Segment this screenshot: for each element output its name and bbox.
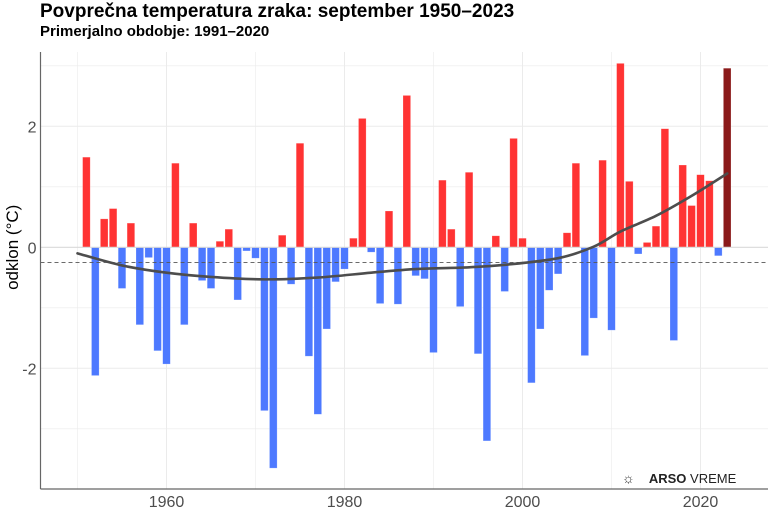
bar-2017 bbox=[669, 247, 678, 341]
bar-1954 bbox=[109, 208, 118, 248]
bar-2001 bbox=[527, 247, 536, 384]
bar-2022 bbox=[714, 247, 723, 257]
bar-2020 bbox=[696, 174, 705, 248]
bar-2016 bbox=[660, 128, 669, 248]
bar-2000 bbox=[518, 237, 527, 248]
gridlines bbox=[40, 52, 768, 489]
bar-1997 bbox=[491, 235, 500, 248]
bar-1991 bbox=[438, 179, 447, 248]
bar-1988 bbox=[411, 247, 420, 277]
logo-brand-light: VREME bbox=[690, 470, 737, 486]
logo-brand-bold: ARSO bbox=[648, 470, 687, 486]
bar-1958 bbox=[144, 247, 153, 258]
bar-2007 bbox=[580, 247, 589, 356]
bar-2010 bbox=[607, 247, 616, 331]
bar-2013 bbox=[634, 247, 643, 255]
bar-1996 bbox=[482, 247, 492, 442]
bar-1995 bbox=[473, 247, 483, 355]
bar-1985 bbox=[384, 210, 394, 248]
bar-1998 bbox=[500, 247, 509, 292]
chart-title: Povprečna temperatura zraka: september 1… bbox=[40, 1, 515, 22]
arso-vreme-logo: ☼ ARSO VREME bbox=[622, 470, 736, 486]
bar-2009 bbox=[598, 159, 607, 248]
y-tick-label: -2 bbox=[22, 361, 36, 378]
bar-1966 bbox=[215, 240, 225, 248]
bar-1962 bbox=[180, 247, 189, 326]
bar-1965 bbox=[206, 247, 216, 289]
bar-1987 bbox=[402, 95, 411, 248]
bar-1955 bbox=[117, 247, 127, 289]
x-tick-label: 2020 bbox=[683, 494, 719, 511]
bar-1957 bbox=[135, 247, 144, 326]
bar-2019 bbox=[687, 205, 696, 248]
bar-1993 bbox=[456, 247, 465, 307]
bar-1976 bbox=[304, 247, 314, 357]
bar-2008 bbox=[589, 247, 598, 319]
bar-2023 bbox=[723, 67, 732, 248]
bar-2012 bbox=[625, 181, 634, 248]
bar-2018 bbox=[678, 164, 687, 248]
bar-1973 bbox=[278, 234, 287, 248]
y-tick-label: 2 bbox=[28, 119, 37, 136]
bar-1980 bbox=[340, 247, 349, 270]
bar-1960 bbox=[162, 247, 171, 365]
bar-1975 bbox=[295, 142, 305, 248]
bar-1986 bbox=[393, 247, 403, 305]
bar-1981 bbox=[349, 237, 358, 248]
bar-1970 bbox=[251, 247, 260, 259]
bar-2005 bbox=[562, 232, 572, 248]
bar-1952 bbox=[91, 247, 100, 376]
bar-2011 bbox=[616, 63, 625, 248]
x-tick-label: 2000 bbox=[505, 494, 541, 511]
bar-2014 bbox=[642, 242, 652, 248]
bar-2021 bbox=[705, 180, 714, 248]
bar-1984 bbox=[375, 247, 385, 304]
bar-1963 bbox=[189, 222, 198, 248]
bar-1953 bbox=[100, 218, 109, 248]
y-axis-title: odklon (°C) bbox=[3, 205, 22, 290]
bar-1989 bbox=[420, 247, 429, 280]
bar-1978 bbox=[322, 247, 331, 330]
bar-2004 bbox=[553, 247, 563, 275]
bar-1992 bbox=[447, 228, 456, 248]
bar-1951 bbox=[82, 156, 91, 248]
chart-subtitle: Primerjalno obdobje: 1991–2020 bbox=[40, 23, 270, 40]
bar-2003 bbox=[545, 247, 554, 291]
bar-1999 bbox=[509, 138, 518, 248]
bar-1971 bbox=[260, 247, 269, 411]
bar-2015 bbox=[651, 225, 661, 248]
bar-1956 bbox=[126, 222, 135, 248]
sun-rays-icon: ☼ bbox=[622, 470, 635, 486]
bars bbox=[82, 63, 732, 469]
trend-line bbox=[76, 172, 729, 281]
bar-1968 bbox=[233, 247, 242, 301]
bar-1967 bbox=[224, 228, 233, 248]
bar-2006 bbox=[571, 162, 580, 248]
tick-labels: 1960 1980 2000 2020 -2 0 2 bbox=[22, 119, 718, 511]
bar-1990 bbox=[429, 247, 438, 353]
bar-1982 bbox=[358, 118, 367, 248]
bar-1983 bbox=[367, 247, 376, 253]
bar-1961 bbox=[171, 162, 180, 248]
x-tick-label: 1980 bbox=[327, 494, 363, 511]
x-tick-label: 1960 bbox=[149, 494, 185, 511]
bar-1994 bbox=[464, 171, 474, 248]
bar-1977 bbox=[313, 247, 322, 415]
y-tick-label: 0 bbox=[28, 240, 37, 257]
